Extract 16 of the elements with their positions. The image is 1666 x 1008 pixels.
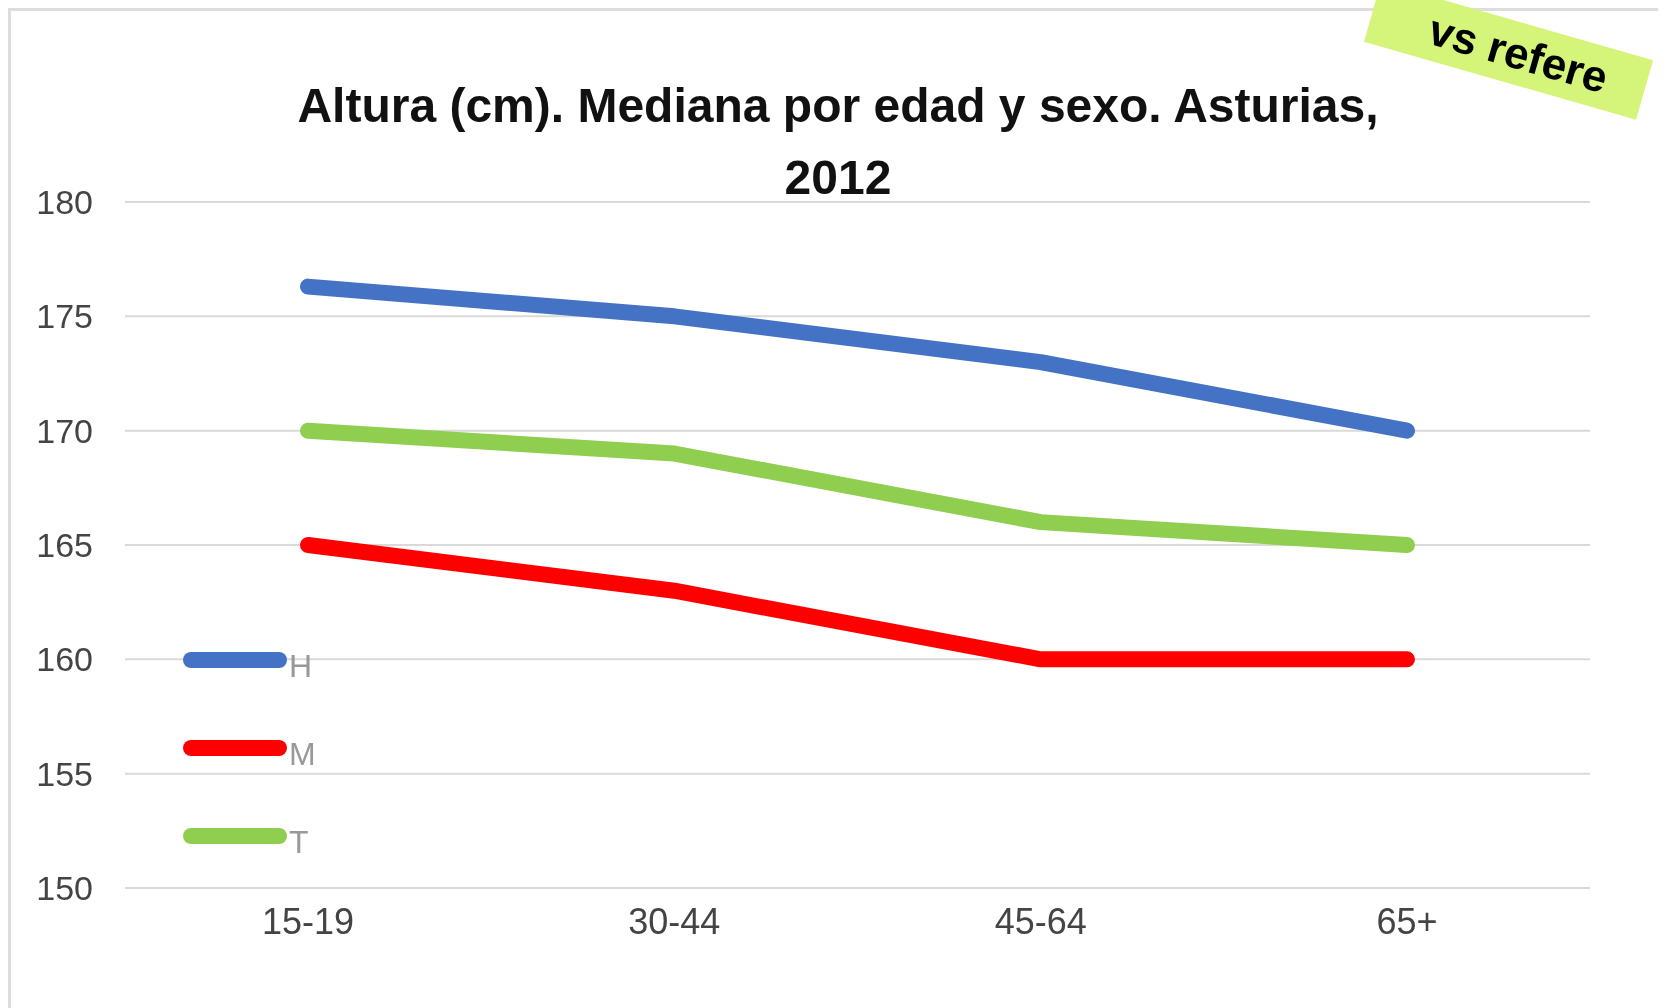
y-tick-label: 160 <box>36 640 93 679</box>
x-tick-label: 15-19 <box>261 900 355 942</box>
y-tick-label: 155 <box>36 754 93 793</box>
y-tick-label: 170 <box>36 411 93 450</box>
x-tick-label: 65+ <box>1376 900 1438 942</box>
y-tick-label: 175 <box>36 297 93 336</box>
x-tick-label: 45-64 <box>994 900 1087 942</box>
y-tick-label: 180 <box>36 183 93 222</box>
x-tick-label: 30-44 <box>628 900 721 942</box>
legend-label: H <box>289 647 313 685</box>
chart-title: Altura (cm). Mediana por edad y sexo. Asturias, 2012 <box>297 79 1379 204</box>
y-tick-label: 150 <box>36 869 93 908</box>
legend-label: T <box>289 823 309 861</box>
legend-label: M <box>289 735 316 773</box>
y-tick-label: 165 <box>36 526 93 565</box>
text: vs refere <box>1423 4 1613 103</box>
